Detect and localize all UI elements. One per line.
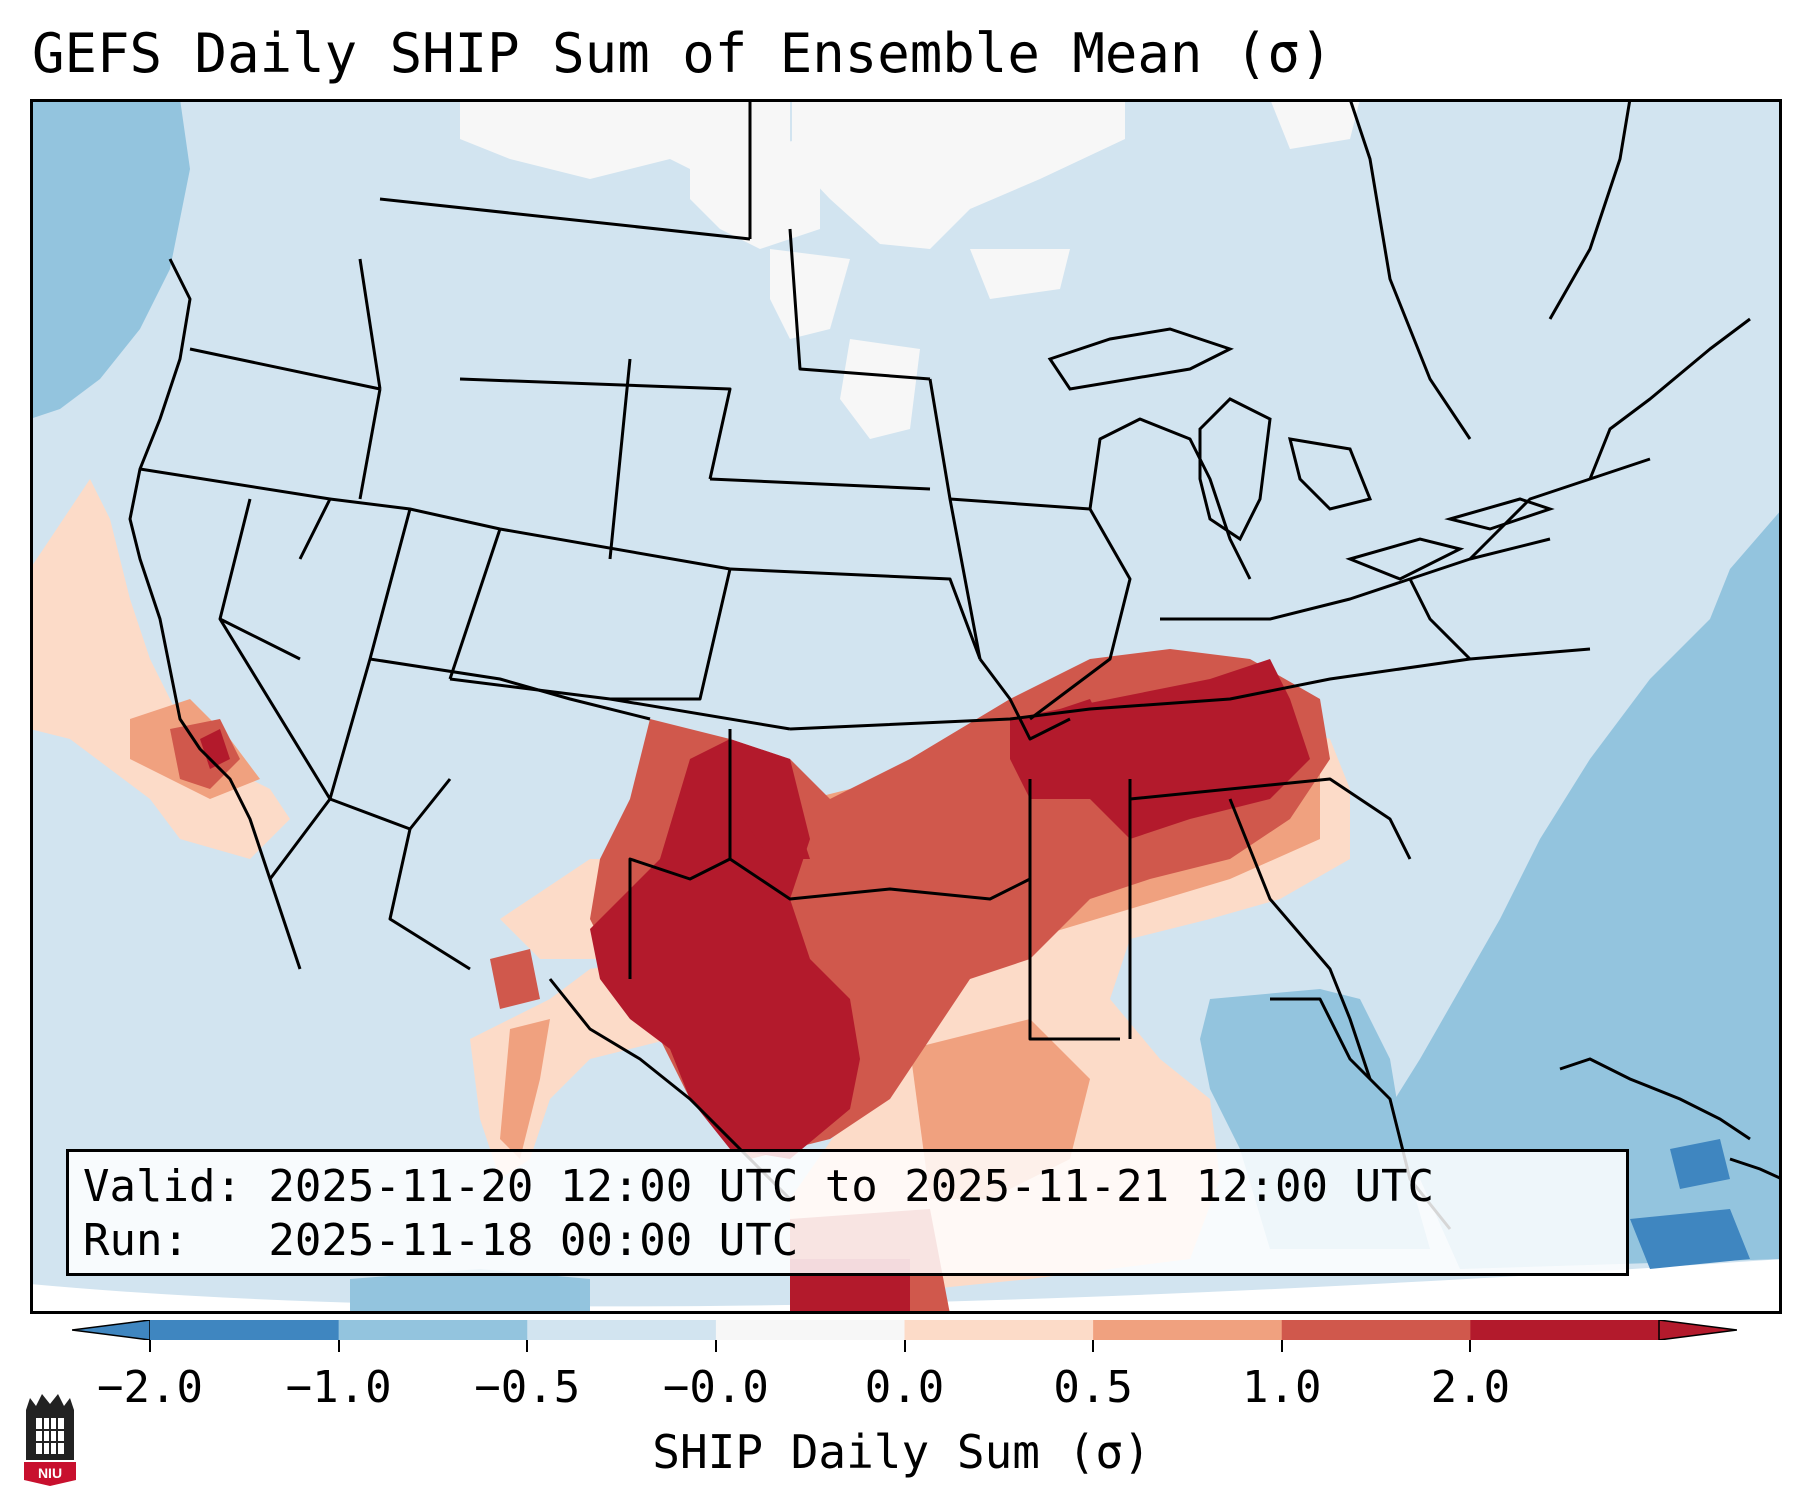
colorbar-tick-mark [1469,1340,1472,1352]
political-boundaries [128,99,1751,1230]
colorbar-tick-mark [714,1340,717,1352]
chart-title: GEFS Daily SHIP Sum of Ensemble Mean (σ) [32,22,1333,85]
colorbar-segment [1281,1320,1471,1340]
colorbar-tick-label: −1.0 [285,1362,392,1413]
caribbean-islands [1559,1057,1782,1181]
negative-anomaly-areas [30,99,1782,1314]
colorbar-tick-label: 2.0 [1430,1362,1511,1413]
positive-anomaly-very-strong [200,659,1310,1314]
run-time-text: Run: 2025-11-18 00:00 UTC [83,1215,799,1266]
colorbar [72,1320,1737,1340]
colorbar-segment [904,1320,1094,1340]
colorbar-segment [715,1320,905,1340]
colorbar-tick-mark [526,1340,529,1352]
great-lakes [1047,327,1555,581]
colorbar-segment [150,1320,340,1340]
colorbar-segment [527,1320,717,1340]
colorbar-extend-min [72,1320,151,1340]
colorbar-tick-mark [149,1340,151,1352]
colorbar-tick-mark [1092,1340,1095,1352]
map-border [30,99,1782,1314]
colorbar-tick-mark [1280,1340,1283,1352]
near-zero-areas [460,99,1360,439]
colorbar-tick-label: −0.0 [662,1362,769,1413]
colorbar-tick-mark [337,1340,340,1352]
valid-run-info-box: Valid: 2025-11-20 12:00 UTC to 2025-11-2… [66,1149,1629,1276]
colorbar-tick-label: 0.0 [864,1362,945,1413]
colorbar-tick-label: −2.0 [97,1362,203,1413]
colorbar-tick-label: −0.5 [474,1362,581,1413]
colorbar-segment [1470,1320,1660,1340]
projection-edge [30,1259,1782,1314]
colorbar-tick-label: 0.5 [1053,1362,1133,1413]
colorbar-tick-label: 1.0 [1242,1362,1322,1413]
colorbar-segment [1093,1320,1283,1340]
logo-text: NIU [38,1465,62,1481]
colorbar-extend-max [1658,1320,1737,1340]
colorbar-label: SHIP Daily Sum (σ) [652,1425,1151,1479]
colorbar-tick-mark [903,1340,906,1352]
valid-time-text: Valid: 2025-11-20 12:00 UTC to 2025-11-2… [83,1161,1435,1212]
map-panel [30,99,1782,1314]
colorbar-segment [338,1320,528,1340]
niu-logo: NIU [24,1394,76,1486]
